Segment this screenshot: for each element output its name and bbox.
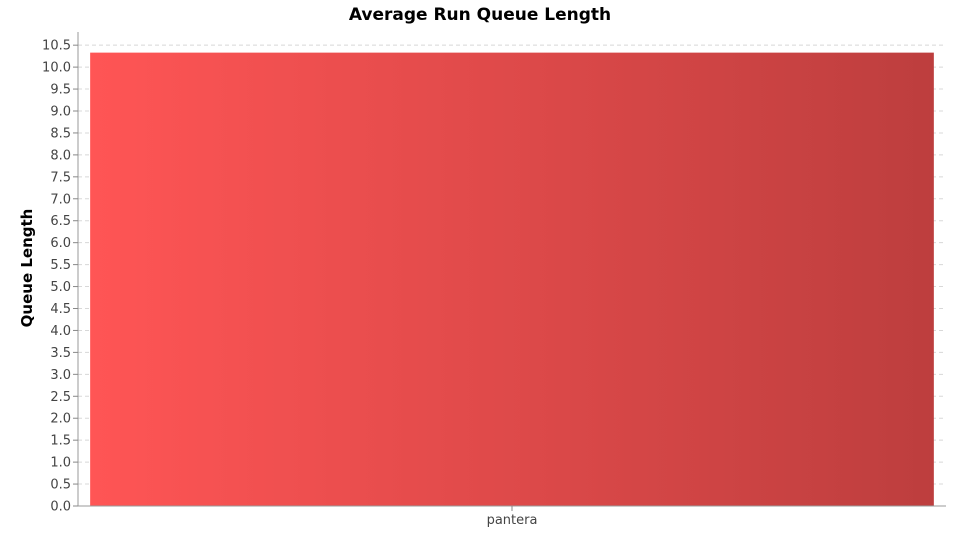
y-tick-label: 7.0: [50, 192, 71, 207]
y-tick-label: 9.0: [50, 105, 71, 120]
y-tick-label: 3.0: [50, 368, 71, 383]
y-tick-label: 10.5: [42, 39, 71, 54]
y-tick-label: 1.0: [50, 456, 71, 471]
y-tick-label: 2.5: [50, 390, 71, 405]
x-ticks: pantera: [487, 506, 538, 528]
bars: [90, 52, 934, 506]
y-tick-label: 3.5: [50, 346, 71, 361]
y-tick-label: 1.5: [50, 434, 71, 449]
y-tick-label: 5.5: [50, 258, 71, 273]
y-tick-label: 5.0: [50, 280, 71, 295]
y-tick-label: 0.5: [50, 478, 71, 493]
y-tick-label: 7.5: [50, 170, 71, 185]
y-tick-label: 6.5: [50, 214, 71, 229]
y-tick-label: 4.0: [50, 324, 71, 339]
bar-pantera: [90, 52, 934, 506]
y-tick-label: 10.0: [42, 61, 71, 76]
y-tick-label: 2.0: [50, 412, 71, 427]
y-tick-label: 9.5: [50, 83, 71, 98]
y-ticks: 0.0 0.5 1.0 1.5 2.0 2.5 3.0 3.5 4.0 4.5 5.0 5.5 6.0 6…: [42, 39, 78, 515]
y-tick-label: 4.5: [50, 302, 71, 317]
y-tick-label: 0.0: [50, 500, 71, 515]
chart-title: Average Run Queue Length: [348, 5, 612, 25]
y-tick-label: 8.0: [50, 148, 71, 163]
y-tick-label: 8.5: [50, 126, 71, 141]
y-tick-label: 6.0: [50, 236, 71, 251]
x-tick-label: pantera: [487, 513, 538, 528]
